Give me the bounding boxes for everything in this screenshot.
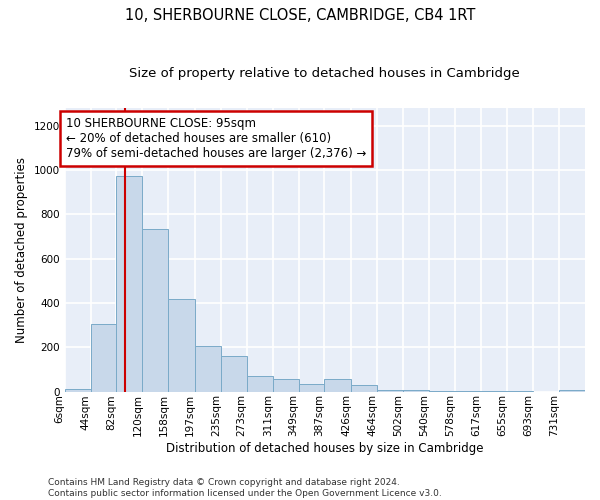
Bar [325,380,351,392]
Bar [142,229,169,392]
Bar [559,390,585,392]
Bar [299,384,325,392]
X-axis label: Distribution of detached houses by size in Cambridge: Distribution of detached houses by size … [166,442,484,455]
Bar [195,346,221,392]
Y-axis label: Number of detached properties: Number of detached properties [15,157,28,343]
Bar [247,376,272,392]
Text: 10, SHERBOURNE CLOSE, CAMBRIDGE, CB4 1RT: 10, SHERBOURNE CLOSE, CAMBRIDGE, CB4 1RT [125,8,475,22]
Title: Size of property relative to detached houses in Cambridge: Size of property relative to detached ho… [130,68,520,80]
Bar [403,390,429,392]
Text: 10 SHERBOURNE CLOSE: 95sqm
← 20% of detached houses are smaller (610)
79% of sem: 10 SHERBOURNE CLOSE: 95sqm ← 20% of deta… [66,117,367,160]
Bar [272,380,299,392]
Bar [351,385,377,392]
Bar [116,176,142,392]
Bar [91,324,116,392]
Bar [221,356,247,392]
Bar [169,298,195,392]
Bar [65,390,91,392]
Bar [429,391,455,392]
Text: Contains HM Land Registry data © Crown copyright and database right 2024.
Contai: Contains HM Land Registry data © Crown c… [48,478,442,498]
Bar [377,390,403,392]
